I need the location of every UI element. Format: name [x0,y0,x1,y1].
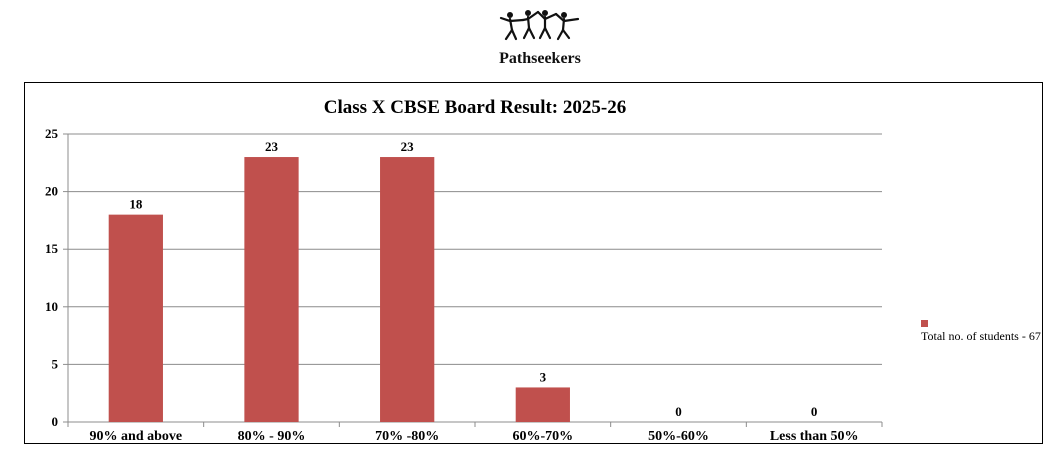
gridlines [68,133,882,365]
x-category-label: 70% -80% [375,429,439,443]
bar [380,157,435,422]
y-tick-label: 20 [45,184,58,199]
chart-title: Class X CBSE Board Result: 2025-26 [324,97,626,118]
x-category-label: 60%-70% [512,429,573,443]
data-label: 18 [129,197,143,212]
x-category-label: Less than 50% [770,429,859,443]
axes [63,133,883,427]
x-category-label: 50%-60% [648,429,709,443]
legend: Total no. of students - 67 [921,320,1041,343]
x-category-label: 90% and above [90,429,183,443]
brand-logo: Pathseekers [470,8,610,70]
x-category-label: 80% - 90% [238,429,306,443]
bar-chart: Class X CBSE Board Result: 2025-26 0 5 10 1… [45,97,883,443]
y-tick-label: 5 [52,356,59,371]
brand-name: Pathseekers [499,50,581,67]
y-tick-label: 15 [45,241,59,256]
data-label: 0 [675,404,682,419]
y-tick-label: 10 [45,299,58,314]
data-label: 0 [811,404,818,419]
people-holding-hands-logo [499,10,580,41]
chart-frame: Class X CBSE Board Result: 2025-26 0 5 10 1… [24,82,1043,444]
data-label: 23 [265,139,279,154]
bar [244,157,299,422]
bars [108,157,570,422]
y-tick-label: 0 [52,414,59,429]
bar [515,387,570,422]
bar [108,214,163,422]
labels: 0 5 10 15 20 25 18 90% and above 23 80% - 90% 23 70… [45,126,859,443]
data-label: 23 [401,139,415,154]
legend-label: Total no. of students - 67 [921,329,1041,343]
legend-swatch [921,320,928,327]
y-tick-label: 25 [45,126,59,141]
data-label: 3 [540,369,547,384]
